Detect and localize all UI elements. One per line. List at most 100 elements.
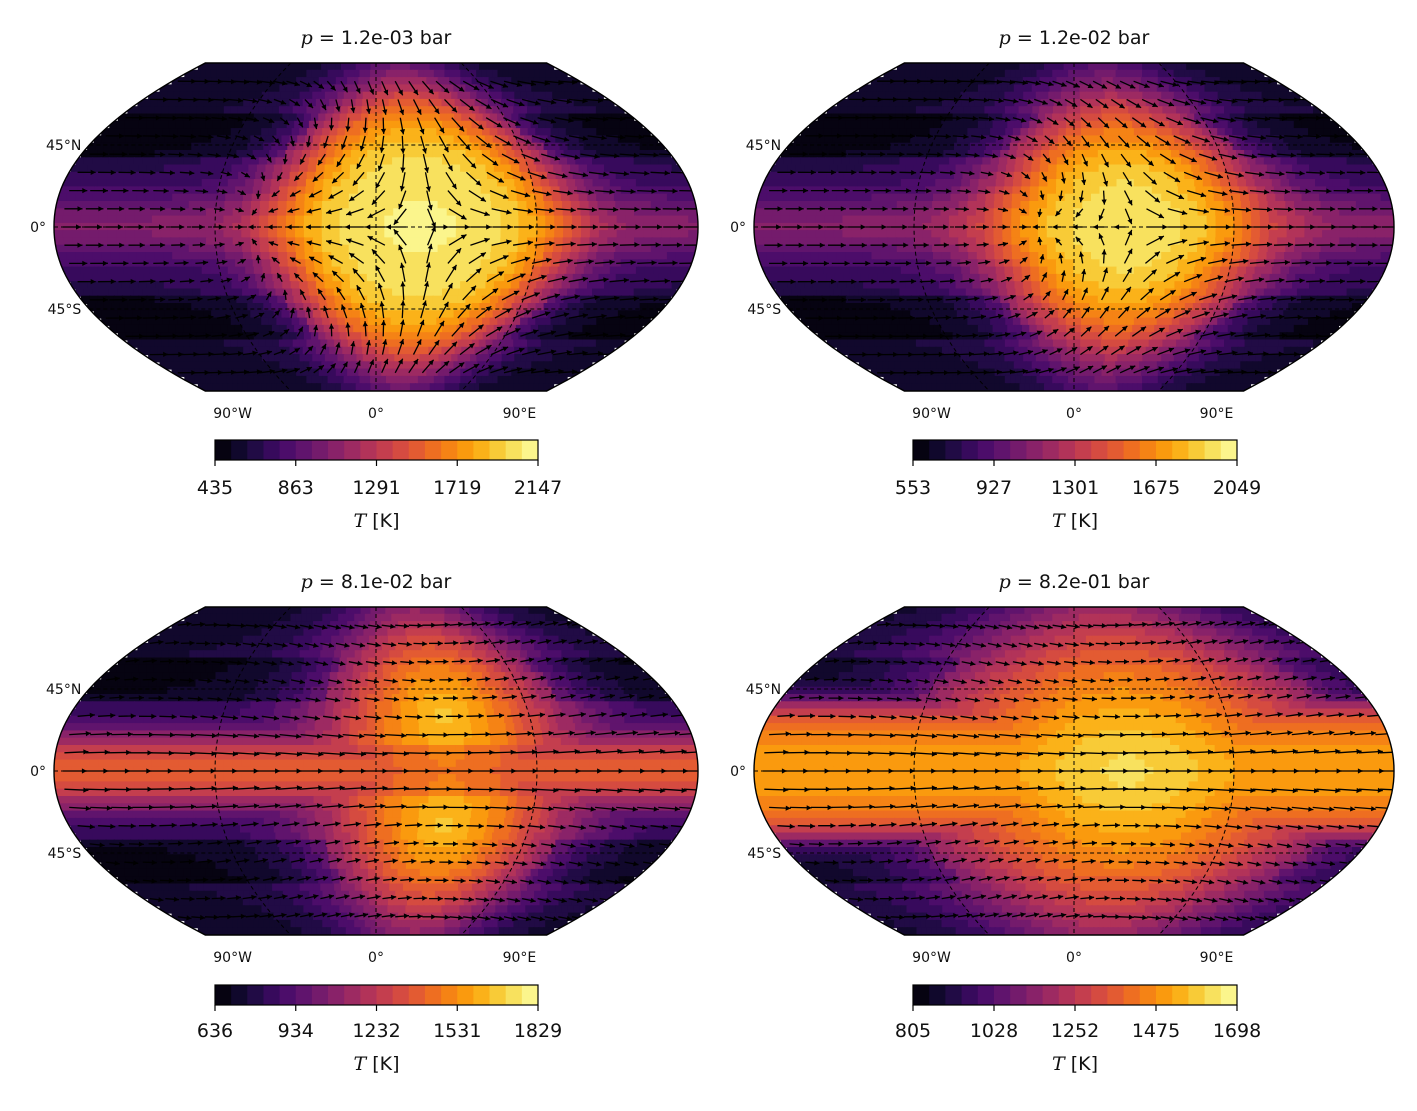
colorbar-level [376, 440, 394, 460]
colorbar-level [408, 985, 426, 1005]
colorbar-level [1172, 985, 1189, 1005]
wind-arrows [762, 78, 1394, 376]
colorbar-tick-label: 553 [895, 477, 931, 499]
colorbar-level [1123, 440, 1141, 460]
colorbar-tick-label: 927 [976, 477, 1012, 499]
colorbar-level [263, 985, 280, 1005]
colorbar-level [424, 985, 442, 1005]
colorbar-level [1091, 985, 1108, 1005]
colorbar-level [215, 440, 232, 460]
colorbar-level [247, 985, 264, 1005]
map-outline [753, 606, 1395, 936]
colorbar-level [489, 440, 507, 460]
colorbar-level [231, 985, 248, 1005]
title-rest: = 1.2e-02 bar [1011, 27, 1150, 49]
panel-title: p = 8.2e-01 bar [999, 571, 1150, 593]
colorbar-level [994, 985, 1011, 1005]
lon-label: 0° [1066, 406, 1082, 422]
title-symbol: p [999, 27, 1011, 49]
colorbar-level [913, 440, 930, 460]
colorbar-level [945, 440, 962, 460]
lat-label: 0° [730, 764, 746, 780]
colorbar-label: T [K] [1052, 510, 1098, 532]
colorbar-level [457, 985, 474, 1005]
lat-label: 45°S [747, 302, 781, 318]
colorbar-label: T [K] [353, 1053, 399, 1075]
colorbar-level [328, 985, 345, 1005]
colorbar-label: T [K] [353, 510, 399, 532]
colorbar-level [279, 985, 297, 1005]
colorbar-level [263, 440, 280, 460]
colorbar-tick-label: 1829 [514, 1020, 562, 1042]
colorbar-level [1058, 985, 1076, 1005]
colorbar-tick-label: 1698 [1213, 1020, 1261, 1042]
colorbar-level [977, 440, 995, 460]
colorbar-level [344, 440, 361, 460]
colorbar-level [231, 440, 248, 460]
colorbar-level [1010, 440, 1027, 460]
colorbar-level [295, 440, 313, 460]
colorbar-level [1204, 985, 1222, 1005]
colorbar-level [1139, 985, 1157, 1005]
colorbar-level [376, 985, 394, 1005]
colorbar: 553 927 1301 1675 2049 T [K] [895, 439, 1261, 532]
map-panel-1: p = 1.2e-03 bar 45°N 0° 45°S 90°W 0° 90°E 435 86… [30, 27, 699, 532]
colorbar-level [1220, 440, 1238, 460]
wind-arrows [62, 620, 698, 922]
map-panel-2: p = 1.2e-02 bar 45°N 0° 45°S 90°W 0° 90°E 553 92… [730, 27, 1395, 532]
colorbar-level [1156, 440, 1173, 460]
colorbar-level [521, 985, 539, 1005]
colorbar-tick-label: 1291 [352, 477, 400, 499]
colorbar-tick-label: 2049 [1213, 477, 1261, 499]
colorbar-level [328, 440, 345, 460]
colorbar-level [1107, 985, 1124, 1005]
lat-label: 45°S [48, 846, 82, 862]
colorbar-level [1042, 985, 1060, 1005]
colorbar-level [945, 985, 962, 1005]
lon-label: 90°W [912, 406, 951, 422]
colorbar-level [1139, 440, 1157, 460]
colorbar-tick-label: 1301 [1051, 477, 1099, 499]
lon-label: 90°W [213, 950, 252, 966]
lat-label: 0° [730, 220, 746, 236]
colorbar: 805 1028 1252 1475 1698 T [K] [895, 984, 1261, 1075]
colorbar-level [473, 985, 490, 1005]
lon-label: 0° [1066, 950, 1082, 966]
colorbar-level [1204, 440, 1222, 460]
colorbar-level [1220, 985, 1238, 1005]
panel-title: p = 1.2e-03 bar [301, 27, 452, 49]
colorbar-tick-label: 1028 [970, 1020, 1018, 1042]
colorbar-tick-label: 805 [895, 1020, 931, 1042]
colorbar-level [311, 440, 329, 460]
colorbar-level [1156, 985, 1173, 1005]
colorbar-level [1075, 985, 1092, 1005]
colorbar-tick-label: 863 [278, 477, 314, 499]
colorbar-level [1026, 440, 1043, 460]
wind-arrows [762, 620, 1394, 922]
map-outline [53, 62, 699, 392]
colorbar-level [1091, 440, 1108, 460]
title-rest: = 8.1e-02 bar [313, 571, 452, 593]
colorbar-tick-label: 636 [197, 1020, 233, 1042]
lat-label: 45°N [746, 682, 781, 698]
colorbar-level [473, 440, 490, 460]
lon-label: 90°W [912, 950, 951, 966]
lat-label: 0° [30, 220, 46, 236]
lat-label: 0° [30, 764, 46, 780]
panel-title: p = 1.2e-02 bar [999, 27, 1150, 49]
colorbar-level [457, 440, 474, 460]
title-rest: = 1.2e-03 bar [313, 27, 452, 49]
lon-label: 0° [368, 406, 384, 422]
colorbar-level [521, 440, 539, 460]
lon-label: 90°E [1200, 950, 1234, 966]
colorbar-level [441, 985, 458, 1005]
lat-label: 45°S [48, 302, 82, 318]
colorbar-tick-label: 1719 [433, 477, 481, 499]
colorbar-tick-label: 1252 [1051, 1020, 1099, 1042]
colorbar-level [1123, 985, 1141, 1005]
colorbar-level [961, 440, 979, 460]
gridlines [54, 607, 698, 935]
map-panel-3: p = 8.1e-02 bar 45°N 0° 45°S 90°W 0° 90°E 636 93… [30, 571, 699, 1075]
colorbar: 435 863 1291 1719 2147 T [K] [197, 439, 562, 532]
